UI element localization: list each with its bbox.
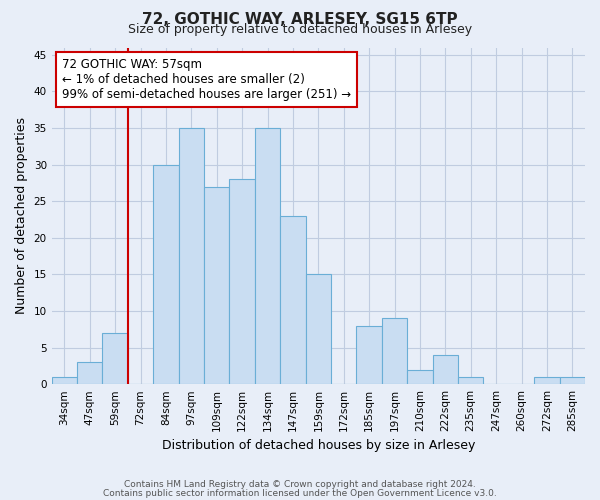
Text: Contains public sector information licensed under the Open Government Licence v3: Contains public sector information licen… — [103, 488, 497, 498]
Bar — [229, 179, 255, 384]
Bar — [77, 362, 103, 384]
Text: Size of property relative to detached houses in Arlesey: Size of property relative to detached ho… — [128, 22, 472, 36]
Bar — [534, 377, 560, 384]
Bar — [356, 326, 382, 384]
Bar — [52, 377, 77, 384]
X-axis label: Distribution of detached houses by size in Arlesey: Distribution of detached houses by size … — [161, 440, 475, 452]
Bar — [255, 128, 280, 384]
Bar — [103, 333, 128, 384]
Bar — [382, 318, 407, 384]
Bar — [433, 355, 458, 384]
Bar — [305, 274, 331, 384]
Text: 72, GOTHIC WAY, ARLESEY, SG15 6TP: 72, GOTHIC WAY, ARLESEY, SG15 6TP — [142, 12, 458, 28]
Text: 72 GOTHIC WAY: 57sqm
← 1% of detached houses are smaller (2)
99% of semi-detache: 72 GOTHIC WAY: 57sqm ← 1% of detached ho… — [62, 58, 352, 100]
Bar — [407, 370, 433, 384]
Bar — [204, 186, 229, 384]
Bar — [458, 377, 484, 384]
Bar — [280, 216, 305, 384]
Bar — [179, 128, 204, 384]
Text: Contains HM Land Registry data © Crown copyright and database right 2024.: Contains HM Land Registry data © Crown c… — [124, 480, 476, 489]
Bar — [560, 377, 585, 384]
Y-axis label: Number of detached properties: Number of detached properties — [15, 118, 28, 314]
Bar — [153, 164, 179, 384]
